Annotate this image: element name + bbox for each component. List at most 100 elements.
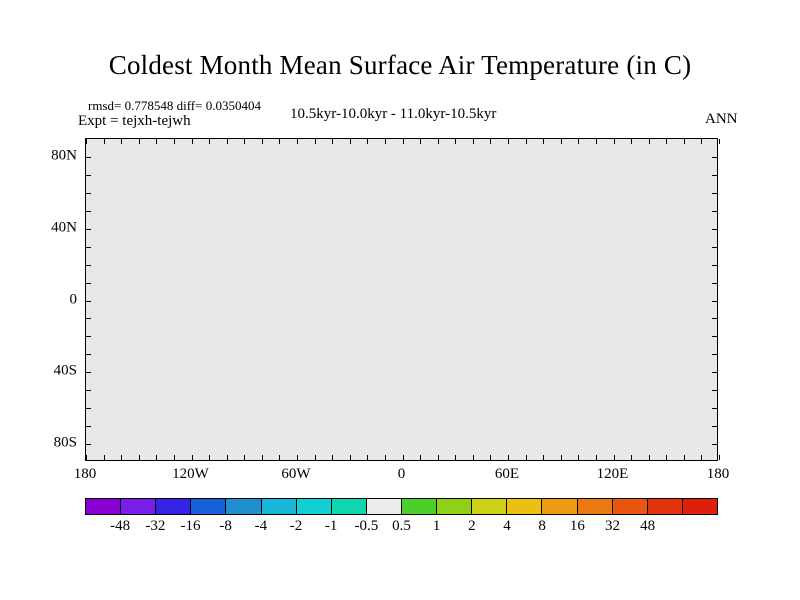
y-minor-tick-right [712,264,717,266]
y-minor-tick [86,336,91,338]
colorbar-cell-1 [121,499,157,514]
x-minor-tick [508,455,509,460]
x-minor-tick [261,455,263,460]
x-minor-tick [297,455,298,460]
y-minor-tick-right [712,246,717,248]
colorbar-cell-9 [401,499,438,514]
rmsd-annotation: rmsd= 0.778548 diff= 0.0350404 [88,98,261,113]
y-minor-tick [86,300,91,302]
x-tick-label-0: 180 [73,466,97,482]
x-minor-tick-top [402,139,404,144]
chart-title: Coldest Month Mean Surface Air Temperatu… [108,50,692,80]
map-field-layer [86,139,717,460]
x-minor-tick [701,455,703,460]
y-minor-tick [86,408,91,410]
x-minor-tick [683,455,685,460]
colorbar-cell-3 [191,499,227,514]
x-minor-tick-top [191,139,193,144]
y-minor-tick [86,174,91,176]
x-minor-tick-top [121,139,123,144]
x-minor-tick [121,455,123,460]
x-minor-tick-top [683,139,685,144]
y-minor-tick [86,282,91,284]
colorbar-label-6: -1 [324,518,338,534]
x-minor-tick-top [279,139,281,144]
x-minor-tick-top [86,139,87,144]
y-minor-tick-right [712,354,717,356]
colorbar [85,498,718,515]
colorbar-label-1: -32 [145,518,166,534]
x-minor-tick [191,455,193,460]
x-minor-tick [384,455,386,460]
x-minor-tick-top [173,139,175,144]
x-minor-tick-top [631,139,633,144]
period-annotation: 10.5kyr-10.0kyr - 11.0kyr-10.5kyr [290,106,497,122]
y-minor-tick [86,444,91,446]
x-minor-tick-top [508,139,509,144]
colorbar-label-5: -2 [289,518,303,534]
y-minor-tick [86,192,91,194]
x-minor-tick-top [297,139,298,144]
colorbar-cell-8 [366,499,402,514]
x-minor-tick [719,455,720,460]
x-minor-tick [613,455,615,460]
x-minor-tick [595,455,597,460]
x-minor-tick-top [560,139,562,144]
expt-annotation: Expt = tejxh-tejwh [78,113,191,129]
x-minor-tick [138,455,140,460]
colorbar-label-12: 8 [538,518,546,534]
x-minor-tick-top [455,139,457,144]
y-minor-tick-right [712,174,717,176]
colorbar-label-10: 2 [468,518,476,534]
x-minor-tick [367,455,369,460]
x-minor-tick [420,455,422,460]
colorbar-label-0: -48 [110,518,131,534]
colorbar-cell-15 [612,499,648,514]
x-tick-label-4: 60E [494,466,520,482]
x-minor-tick-top [367,139,369,144]
y-tick-label-2: 0 [69,291,78,307]
x-minor-tick [437,455,439,460]
y-minor-tick-right [712,156,717,158]
colorbar-cell-4 [226,499,262,514]
x-minor-tick [648,455,650,460]
x-minor-tick-top [595,139,597,144]
x-minor-tick [86,455,87,460]
colorbar-label-3: -8 [219,518,232,534]
y-minor-tick [86,228,91,230]
y-minor-tick [86,246,91,248]
x-minor-tick [666,455,668,460]
colorbar-cell-11 [472,499,508,514]
y-minor-tick [86,210,91,212]
colorbar-cell-2 [156,499,192,514]
x-minor-tick [543,455,545,460]
colorbar-label-4: -4 [254,518,268,534]
x-minor-tick [349,455,351,460]
x-minor-tick-top [244,139,246,144]
x-minor-tick-top [578,139,580,144]
y-minor-tick-right [712,318,717,320]
x-minor-tick-top [666,139,668,144]
x-minor-tick-top [525,139,527,144]
y-minor-tick-right [712,426,717,428]
x-minor-tick-top [490,139,492,144]
colorbar-label-15: 48 [640,518,656,534]
y-minor-tick-right [712,300,717,302]
y-tick-label-4: 80S [53,434,77,451]
x-tick-label-6: 180 [706,466,730,482]
colorbar-cell-5 [261,499,297,514]
y-minor-tick-right [712,336,717,338]
x-minor-tick [525,455,527,460]
y-minor-tick-right [712,192,717,194]
y-minor-tick [86,318,91,320]
colorbar-cell-12 [507,499,543,514]
x-minor-tick-top [437,139,439,144]
colorbar-label-9: 1 [432,518,441,534]
y-minor-tick-right [712,408,717,410]
x-minor-tick-top [613,139,615,144]
x-minor-tick-top [156,139,158,144]
x-minor-tick-top [719,139,720,144]
colorbar-label-13: 16 [569,518,585,534]
y-minor-tick [86,426,91,428]
x-minor-tick-top [384,139,386,144]
